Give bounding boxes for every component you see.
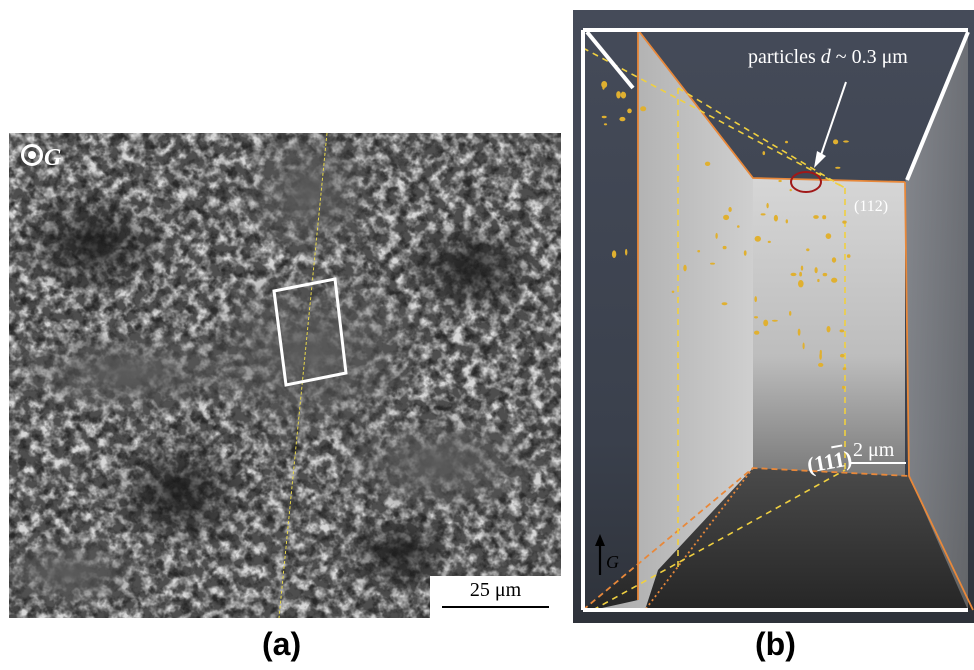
particle — [762, 151, 766, 156]
particle — [778, 179, 782, 183]
particle — [802, 342, 805, 350]
particle — [697, 250, 701, 253]
particle-cluster — [601, 81, 851, 389]
particle — [754, 296, 757, 303]
view-frame — [581, 28, 970, 612]
particle — [760, 213, 766, 216]
particle — [754, 235, 761, 242]
particle — [819, 349, 822, 356]
particle — [831, 277, 838, 283]
particle — [754, 316, 758, 319]
scale-bar-a: 25 μm — [430, 576, 561, 618]
particle — [611, 250, 617, 258]
particle — [806, 248, 810, 252]
particle — [728, 207, 732, 212]
gravity-out-of-plane-icon — [21, 144, 43, 166]
particle — [842, 385, 845, 389]
particle — [833, 139, 839, 145]
left-plane — [593, 30, 753, 610]
render-panel-b: particles d ~ 0.3 μm (112) (111) 2 μm G — [573, 10, 974, 623]
particle — [771, 319, 778, 322]
particle — [601, 81, 608, 88]
particle — [822, 215, 827, 220]
particle — [767, 240, 771, 243]
particle — [785, 140, 788, 144]
particle — [773, 214, 778, 222]
particle — [766, 202, 769, 209]
particle — [789, 189, 792, 192]
particles-size-value: ~ 0.3 μm — [830, 46, 908, 68]
particles-pointer-arrowhead — [814, 151, 826, 168]
particle — [813, 215, 819, 219]
particle — [840, 353, 845, 358]
particle — [704, 161, 711, 166]
particle — [798, 280, 804, 288]
panel-b-caption: (b) — [755, 626, 796, 662]
particle — [818, 362, 824, 367]
particle — [601, 115, 607, 119]
scale-bar-a-label: 25 μm — [469, 579, 522, 601]
particle — [710, 262, 715, 265]
particle — [842, 367, 847, 371]
particle — [754, 330, 760, 335]
particle — [839, 329, 845, 333]
particle — [722, 245, 727, 250]
particle — [683, 264, 687, 272]
particle — [835, 166, 841, 169]
particle — [640, 106, 647, 112]
particle — [743, 250, 747, 256]
block-edges — [582, 29, 974, 611]
particles-diameter-symbol: d — [820, 46, 831, 68]
particle — [797, 328, 801, 336]
particle — [763, 319, 769, 327]
particle — [790, 272, 797, 277]
particle — [715, 232, 718, 239]
scale-bar-a-line — [442, 606, 549, 608]
panel-a-caption: (a) — [262, 626, 302, 662]
particles-annotation: particles d ~ 0.3 μm — [748, 46, 908, 69]
particle — [619, 116, 626, 122]
particle — [814, 267, 818, 274]
particle — [721, 302, 728, 306]
particle — [723, 214, 730, 221]
particle — [817, 278, 820, 283]
particle — [737, 225, 740, 228]
particles-pointer-line — [819, 81, 847, 159]
3d-reconstruction-render — [573, 10, 974, 623]
particle — [627, 108, 632, 114]
region-of-interest-box — [272, 277, 348, 387]
particle — [621, 91, 624, 98]
particle — [800, 265, 804, 271]
particle — [789, 311, 792, 316]
right-plane — [905, 30, 968, 610]
plane-label-11bar1-open: (11 — [805, 448, 836, 478]
grain-boundary-trace-line — [278, 133, 328, 618]
particle — [842, 220, 847, 224]
particle — [825, 233, 832, 240]
particle — [603, 123, 608, 126]
particle — [831, 257, 837, 263]
plane-label-112: (112) — [854, 198, 889, 215]
particle — [799, 271, 802, 277]
particle — [822, 272, 828, 277]
particle — [616, 91, 621, 99]
micrograph-panel-a: G 25 μm — [9, 133, 561, 618]
arrow-up-icon — [595, 534, 605, 546]
particles-annotation-text: particles — [748, 46, 821, 68]
particle — [826, 326, 831, 333]
sem-micrograph — [9, 133, 561, 618]
gravity-label-a: G — [44, 145, 62, 171]
particle — [785, 219, 788, 224]
particle — [843, 140, 849, 143]
scale-bar-b-label: 2 μm — [853, 439, 895, 461]
particle — [625, 248, 628, 256]
highlighted-particle-circle — [790, 171, 822, 193]
gravity-label-b: G — [606, 552, 619, 572]
floor-plane — [583, 468, 973, 610]
particle — [671, 290, 675, 293]
particle — [846, 254, 851, 258]
dashed-guides — [582, 47, 846, 611]
